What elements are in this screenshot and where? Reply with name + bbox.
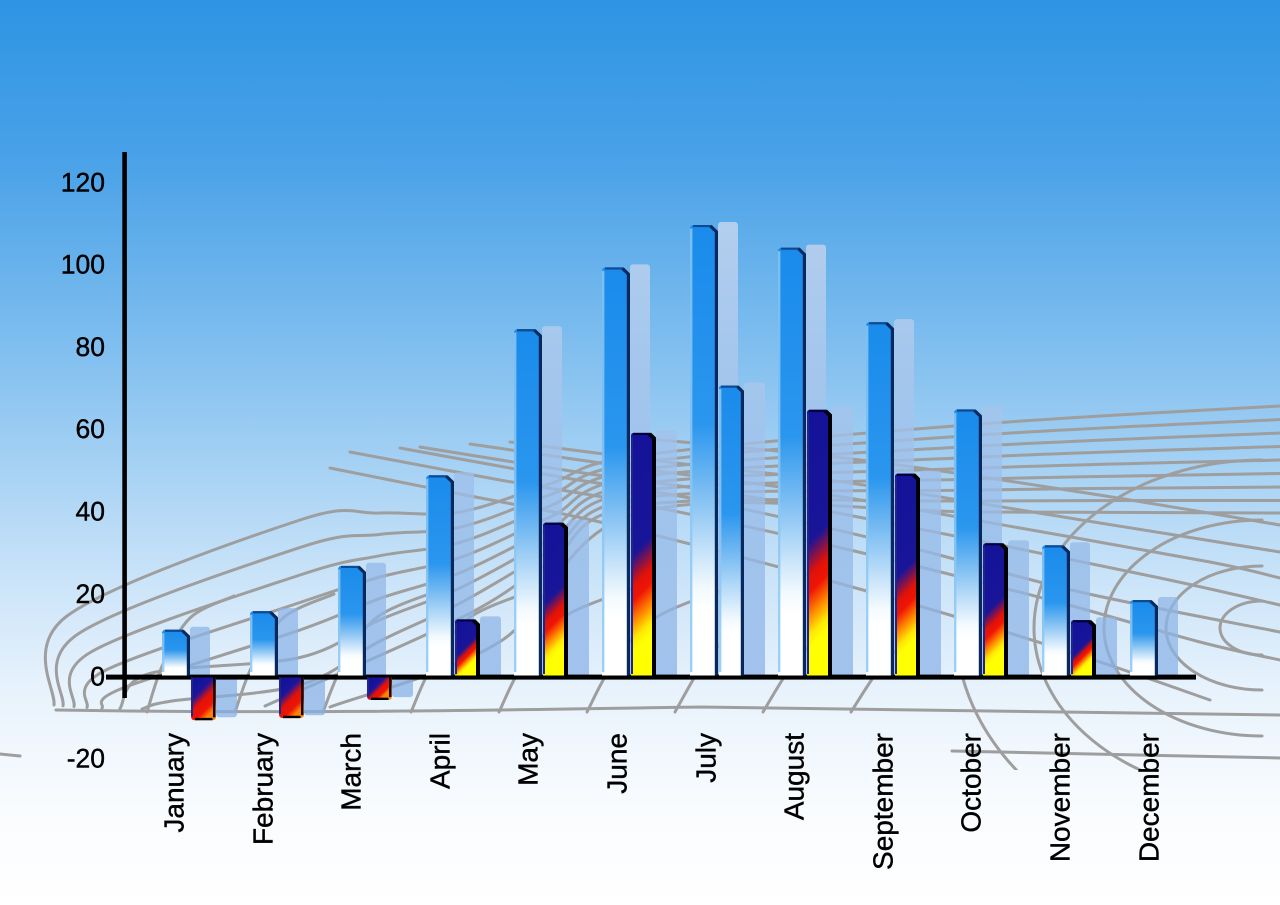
svg-text:November: November [1045, 733, 1076, 862]
svg-text:September: September [868, 733, 899, 870]
svg-text:100: 100 [61, 250, 105, 280]
svg-text:October: October [956, 733, 987, 833]
svg-text:60: 60 [76, 414, 105, 444]
svg-text:March: March [336, 733, 367, 811]
svg-text:-20: -20 [67, 744, 105, 774]
svg-text:80: 80 [76, 332, 105, 362]
svg-text:January: January [159, 733, 190, 833]
svg-text:August: August [779, 733, 810, 820]
svg-text:February: February [248, 733, 279, 845]
svg-text:120: 120 [61, 168, 105, 198]
svg-text:May: May [513, 733, 544, 786]
svg-text:40: 40 [76, 497, 105, 527]
svg-text:April: April [425, 733, 456, 789]
svg-text:December: December [1134, 733, 1165, 862]
svg-text:July: July [691, 733, 722, 783]
svg-text:0: 0 [90, 661, 105, 691]
svg-text:20: 20 [76, 579, 105, 609]
svg-text:June: June [602, 733, 633, 794]
